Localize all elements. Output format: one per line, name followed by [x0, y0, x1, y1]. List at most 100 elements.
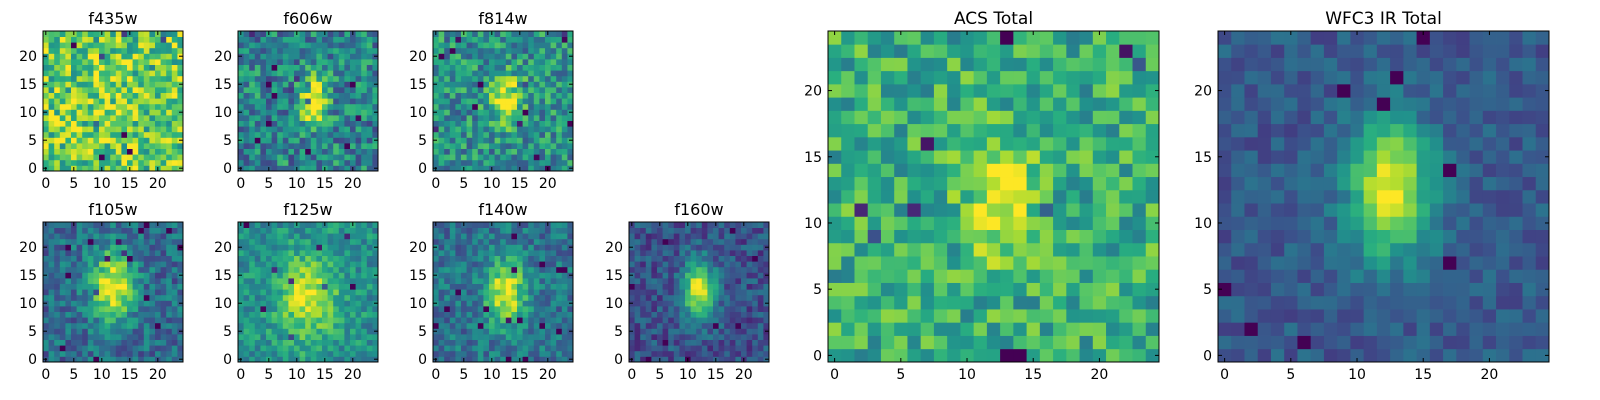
heatmap-cell [82, 294, 89, 301]
heatmap-cell [288, 137, 295, 144]
heatmap-cell [444, 278, 451, 284]
heatmap-cell [701, 328, 708, 335]
heatmap-cell [828, 216, 842, 230]
heatmap-cell [545, 294, 551, 301]
heatmap-cell [433, 143, 439, 149]
heatmap-cell [757, 272, 764, 279]
heatmap-cell [294, 233, 300, 240]
heatmap-cell [65, 227, 72, 234]
heatmap-cell [76, 250, 83, 256]
heatmap-cell [1119, 295, 1133, 310]
heatmap-cell [82, 244, 89, 251]
heatmap-cell [511, 87, 518, 93]
heatmap-cell [472, 75, 479, 82]
heatmap-cell [477, 266, 484, 273]
heatmap-cell [327, 36, 334, 43]
heatmap-cell [757, 278, 764, 284]
heatmap-cell [472, 255, 479, 262]
heatmap-cell [54, 70, 61, 77]
heatmap-cell [155, 109, 161, 116]
heatmap-cell [310, 31, 317, 37]
heatmap-cell [545, 47, 551, 54]
heatmap-cell [282, 244, 289, 251]
heatmap-cell [104, 126, 111, 133]
heatmap-cell [327, 109, 334, 116]
heatmap-cell [249, 272, 256, 279]
heatmap-cell [71, 345, 77, 352]
heatmap-cell [299, 255, 306, 262]
heatmap-cell [438, 317, 445, 324]
heatmap-cell [701, 261, 708, 268]
heatmap-cell [87, 53, 94, 60]
heatmap-cell [115, 334, 122, 340]
heatmap-cell [299, 87, 306, 93]
heatmap-cell [854, 189, 869, 204]
heatmap-cell [249, 356, 256, 363]
heatmap-cell [986, 295, 1001, 310]
heatmap-cell [545, 339, 551, 346]
heatmap-cell [645, 266, 652, 273]
heatmap-cell [505, 109, 512, 116]
heatmap-cell [76, 120, 83, 127]
heatmap-cell [177, 120, 184, 127]
heatmap-cell [305, 227, 312, 234]
heatmap-cell [707, 278, 714, 284]
heatmap-cell [299, 300, 306, 307]
heatmap-cell [249, 70, 256, 77]
heatmap-cell [494, 244, 501, 251]
heatmap-cell [561, 345, 568, 352]
heatmap-cell [82, 87, 89, 93]
heatmap-cell [59, 356, 66, 363]
heatmap-cell [372, 98, 379, 105]
heatmap-cell [115, 81, 122, 88]
heatmap-cell [651, 345, 658, 352]
heatmap-cell [461, 70, 467, 77]
heatmap-cell [539, 322, 546, 329]
heatmap-cell [1053, 229, 1067, 244]
y-tick-label: 15 [214, 268, 232, 284]
heatmap-cell [679, 250, 686, 256]
heatmap-cell [438, 75, 445, 82]
heatmap-cell [511, 47, 518, 54]
heatmap-cell [99, 159, 105, 166]
heatmap-cell [679, 339, 686, 346]
heatmap-cell [48, 109, 55, 116]
heatmap-cell [472, 120, 479, 127]
heatmap-cell [71, 75, 77, 82]
heatmap-cell [880, 150, 895, 164]
heatmap-cell [305, 36, 312, 43]
heatmap-cell [87, 339, 94, 346]
heatmap-cell [82, 328, 89, 335]
heatmap-cell [166, 42, 173, 49]
heatmap-cell [238, 255, 244, 262]
heatmap-cell [713, 300, 719, 307]
heatmap-cell [634, 345, 641, 352]
heatmap-cell [466, 47, 473, 54]
heatmap-cell [1145, 242, 1160, 257]
heatmap-cell [528, 36, 535, 43]
heatmap-cell [254, 255, 261, 262]
heatmap-cell [947, 256, 961, 270]
heatmap-cell [76, 148, 83, 155]
heatmap-cell [155, 59, 161, 65]
heatmap-cell [294, 311, 300, 318]
heatmap-cell [561, 283, 568, 290]
heatmap-cell [366, 115, 373, 121]
heatmap-cell [344, 261, 351, 268]
heatmap-cell [1119, 176, 1133, 191]
heatmap-cell [907, 295, 922, 310]
heatmap-cell [746, 255, 753, 262]
heatmap-cell [483, 92, 490, 99]
heatmap-cell [472, 306, 479, 312]
heatmap-cell [316, 266, 323, 273]
heatmap-cell [438, 36, 445, 43]
heatmap-cell [143, 120, 150, 127]
heatmap-cell [115, 306, 122, 312]
heatmap-cell [59, 165, 66, 172]
heatmap-cell [449, 244, 456, 251]
heatmap-cell [662, 317, 669, 324]
y-tick-label: 5 [614, 324, 623, 340]
heatmap-cell [433, 131, 439, 138]
heatmap-cell [87, 92, 94, 99]
heatmap-cell [238, 278, 244, 284]
